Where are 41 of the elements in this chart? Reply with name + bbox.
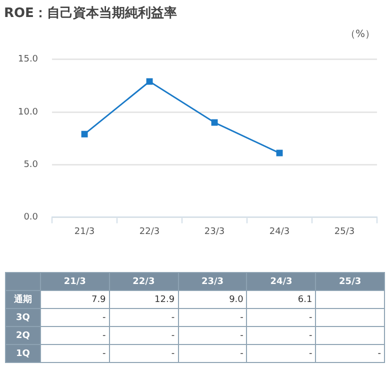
x-tick-label: 22/3	[139, 226, 160, 237]
category-label: 21/3	[64, 276, 86, 286]
legend-label: 1Q	[6, 344, 40, 362]
legend-label: 2Q	[6, 326, 40, 344]
text: -	[378, 348, 381, 358]
category-label: 23/3	[201, 276, 224, 286]
y-tick-label: 0.0	[24, 212, 38, 223]
text: -	[240, 312, 244, 322]
data-label: 7.9	[40, 290, 110, 308]
x-tick-label: 25/3	[334, 226, 355, 237]
legend-label: 3Q	[6, 308, 40, 326]
text: -	[102, 348, 106, 358]
text: -	[102, 312, 106, 322]
category-label: 22/3	[132, 276, 155, 286]
text: -	[102, 330, 106, 340]
y-tick-label: 5.0	[24, 160, 38, 170]
text: -	[308, 312, 312, 322]
text: 通期	[6, 290, 40, 308]
text: -	[240, 348, 244, 358]
point	[211, 119, 218, 126]
text: -	[171, 330, 175, 340]
y-axis-title: （%）	[345, 28, 375, 41]
y-tick-label: 10.0	[18, 107, 38, 118]
data-label: 9.0	[178, 290, 247, 308]
y-tick-label: 15.0	[18, 54, 38, 65]
text: -	[171, 312, 175, 322]
x-tick-label: 23/3	[204, 226, 225, 237]
x-tick-label: 24/3	[269, 226, 290, 237]
point	[276, 150, 283, 156]
text: -	[171, 348, 175, 358]
data-label: 6.1	[246, 290, 316, 308]
category-label: 25/3	[339, 276, 362, 286]
x-tick-label: 21/3	[74, 226, 95, 237]
point	[81, 130, 88, 138]
text: -	[240, 330, 244, 340]
text: -	[308, 348, 312, 358]
category-label: 24/3	[270, 276, 292, 286]
data-label: 12.9	[109, 290, 178, 308]
chart-title: ROE：自己資本当期純利益率	[4, 4, 177, 22]
text: -	[308, 330, 312, 340]
point	[146, 78, 153, 85]
